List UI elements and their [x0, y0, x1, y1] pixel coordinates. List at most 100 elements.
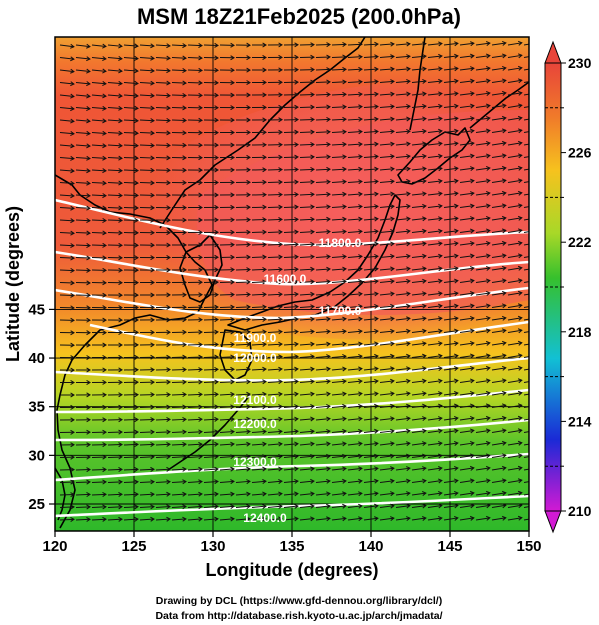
wind-arrow-head [534, 366, 538, 370]
wind-arrow-head [310, 441, 315, 447]
wind-arrow-head [406, 353, 411, 359]
wind-arrow-head [374, 66, 379, 72]
wind-arrow-head [485, 215, 491, 221]
wind-arrow-shaft [507, 317, 522, 321]
wind-arrow-shaft [363, 367, 378, 371]
wind-arrow-head [326, 79, 331, 85]
wind-arrow-head [262, 254, 267, 260]
wind-arrow-head [470, 178, 475, 184]
wind-arrow-shaft [491, 254, 506, 258]
wind-arrow-shaft [507, 429, 522, 433]
wind-arrow-head [501, 265, 507, 271]
wind-arrow-head [342, 241, 347, 247]
wind-arrow-shaft [475, 492, 490, 496]
wind-arrow-shaft [379, 280, 394, 283]
wind-arrow-head [534, 204, 538, 208]
wind-arrow-head [374, 316, 379, 322]
wind-arrow-shaft [427, 480, 442, 483]
wind-arrow-head [70, 404, 75, 410]
wind-arrow-shaft [155, 69, 171, 72]
wind-arrow-head [102, 242, 107, 248]
wind-arrow-shaft [507, 229, 522, 233]
wind-arrow-head [469, 415, 475, 421]
wind-arrow-head [246, 479, 251, 485]
wind-arrow-head [150, 479, 155, 485]
wind-arrow-shaft [427, 392, 442, 396]
wind-arrow-shaft [235, 443, 250, 446]
wind-arrow-shaft [123, 169, 139, 172]
wind-arrow-head [501, 453, 507, 459]
wind-arrow-head [70, 355, 75, 361]
wind-arrow-head [390, 266, 395, 272]
wind-arrow-head [517, 78, 523, 84]
wind-arrow-shaft [107, 44, 122, 47]
wind-arrow-shaft [91, 493, 107, 496]
wind-arrow-head [501, 465, 507, 471]
wind-arrow-shaft [91, 169, 107, 172]
wind-arrow-head [102, 105, 107, 111]
wind-arrow-shaft [443, 67, 458, 71]
wind-arrow-shaft [459, 504, 474, 508]
wind-arrow-head [358, 391, 363, 397]
x-axis-label: Longitude (degrees) [205, 560, 378, 580]
wind-arrow-head [70, 180, 75, 186]
wind-arrow-head [278, 266, 283, 272]
wind-arrow-head [406, 266, 411, 272]
wind-arrow-head [517, 140, 523, 146]
wind-arrow-shaft [283, 480, 298, 483]
wind-arrow-head [246, 366, 251, 372]
wind-arrow-head [118, 55, 123, 61]
wind-arrow-head [517, 415, 523, 421]
wind-arrow-head [422, 153, 427, 159]
wind-arrow-shaft [411, 267, 426, 271]
wind-arrow-head [517, 65, 523, 71]
wind-arrow-head [470, 141, 475, 147]
wind-arrow-head [342, 79, 347, 85]
wind-arrow-shaft [155, 518, 170, 521]
wind-arrow-shaft [379, 342, 394, 346]
wind-arrow-shaft [411, 442, 426, 446]
wind-arrow-head [118, 43, 123, 49]
wind-arrow-head [294, 354, 299, 360]
wind-arrow-shaft [267, 281, 283, 283]
wind-arrow-shaft [395, 55, 410, 58]
wind-arrow-shaft [523, 456, 529, 458]
wind-arrow-shaft [507, 129, 522, 133]
wind-arrow-shaft [59, 506, 75, 508]
wind-arrow-head [294, 42, 299, 48]
wind-arrow-shaft [187, 356, 203, 358]
wind-arrow-head [262, 479, 267, 485]
wind-arrow-shaft [107, 94, 122, 97]
contour-label: 11600.0 [264, 272, 307, 286]
wind-arrow-shaft [475, 80, 490, 83]
wind-arrow-shaft [523, 81, 529, 83]
wind-arrow-head [485, 390, 491, 396]
wind-arrow-shaft [475, 92, 490, 96]
wind-arrow-shaft [363, 330, 378, 333]
wind-arrow-head [198, 67, 203, 73]
wind-arrow-head [358, 328, 363, 334]
contour-label: 12000.0 [233, 351, 277, 365]
wind-arrow-head [342, 516, 347, 522]
wind-arrow-head [198, 379, 203, 385]
wind-arrow-head [262, 242, 267, 248]
wind-arrow-shaft [107, 144, 123, 147]
wind-arrow-head [214, 466, 219, 472]
wind-arrow-head [278, 329, 283, 335]
wind-arrow-shaft [443, 292, 458, 296]
credit-data: Data from http://database.rish.kyoto-u.a… [155, 610, 442, 622]
wind-arrow-head [70, 168, 75, 174]
wind-arrow-shaft [475, 105, 490, 108]
wind-arrow-head [102, 330, 107, 336]
wind-arrow-shaft [139, 94, 155, 97]
wind-arrow-head [214, 92, 219, 98]
wind-arrow-head [390, 79, 395, 85]
wind-arrow-head [310, 416, 315, 422]
wind-arrow-head [326, 441, 331, 447]
wind-arrow-head [134, 230, 139, 236]
contour-label: 12300.0 [233, 455, 277, 469]
wind-arrow-shaft [507, 492, 522, 496]
wind-arrow-shaft [155, 132, 171, 134]
wind-arrow-head [70, 131, 75, 136]
wind-arrow-shaft [315, 468, 330, 471]
